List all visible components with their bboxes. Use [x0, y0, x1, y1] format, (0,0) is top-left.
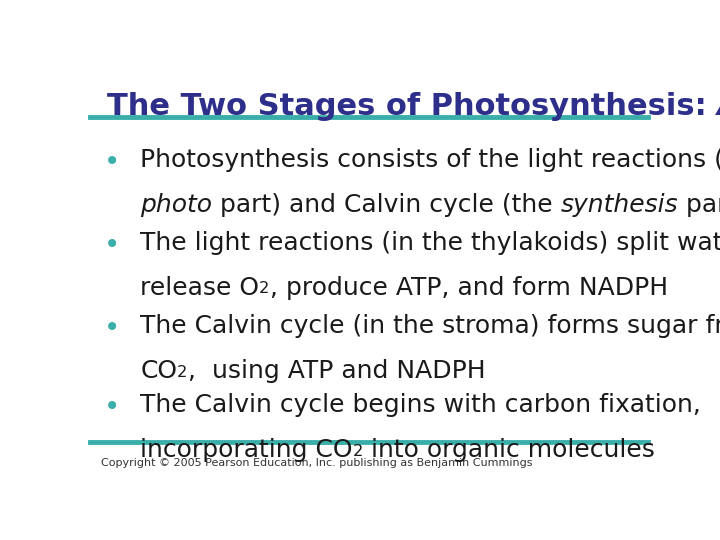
- Text: 2: 2: [177, 364, 188, 380]
- Text: incorporating CO: incorporating CO: [140, 438, 353, 462]
- Text: , produce ATP, and form NADPH: , produce ATP, and form NADPH: [269, 276, 667, 300]
- Text: CO: CO: [140, 359, 177, 383]
- Text: Copyright © 2005 Pearson Education, Inc. publishing as Benjamin Cummings: Copyright © 2005 Pearson Education, Inc.…: [101, 458, 533, 468]
- Text: release O: release O: [140, 276, 259, 300]
- Text: The Calvin cycle begins with carbon fixation,: The Calvin cycle begins with carbon fixa…: [140, 393, 701, 417]
- Text: 2: 2: [259, 281, 269, 296]
- Text: ,  using ATP and NADPH: , using ATP and NADPH: [188, 359, 485, 383]
- Text: Photosynthesis consists of the light reactions (the: Photosynthesis consists of the light rea…: [140, 148, 720, 172]
- Text: part) and Calvin cycle (the: part) and Calvin cycle (the: [212, 193, 561, 217]
- Text: into organic molecules: into organic molecules: [363, 438, 655, 462]
- Text: •: •: [104, 314, 120, 342]
- Text: •: •: [104, 393, 120, 421]
- Text: 2: 2: [353, 443, 363, 458]
- Text: The light reactions (in the thylakoids) split water,: The light reactions (in the thylakoids) …: [140, 231, 720, 255]
- Text: •: •: [104, 231, 120, 259]
- Text: •: •: [104, 148, 120, 176]
- Text: The Calvin cycle (in the stroma) forms sugar from: The Calvin cycle (in the stroma) forms s…: [140, 314, 720, 338]
- Text: The Two Stages of Photosynthesis:: The Two Stages of Photosynthesis:: [107, 92, 717, 121]
- Text: photo: photo: [140, 193, 212, 217]
- Text: A Preview: A Preview: [717, 92, 720, 121]
- Text: part): part): [678, 193, 720, 217]
- Text: synthesis: synthesis: [561, 193, 678, 217]
